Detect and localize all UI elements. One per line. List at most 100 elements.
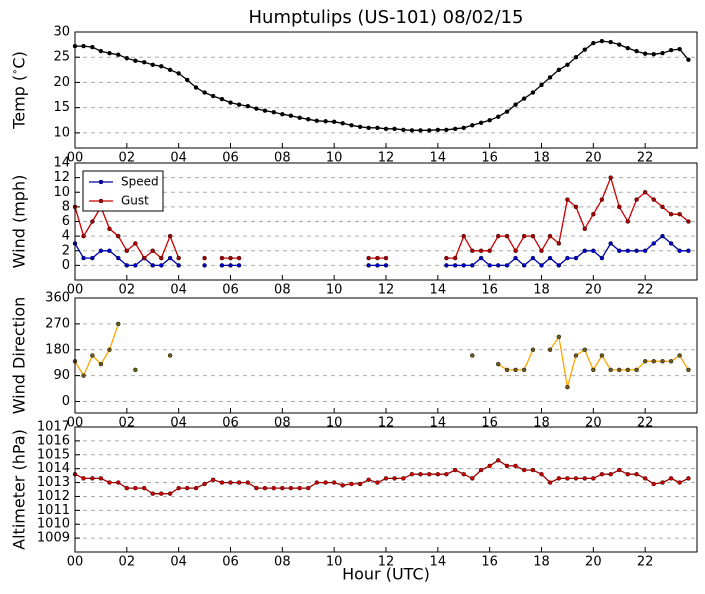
data-point [81,255,86,261]
data-point [642,248,648,253]
y-axis-label: Temp (∘C) [10,51,29,130]
data-point [297,115,302,120]
x-tick-label: 20 [585,283,602,298]
data-point [107,50,112,56]
data-point [660,233,665,239]
data-point [521,263,527,268]
data-point [271,109,276,115]
x-tick-label: 20 [585,555,602,570]
data-point [202,255,207,261]
data-point [409,472,415,477]
x-tick-label: 14 [430,151,447,166]
axes-frame [74,162,698,281]
data-point [591,248,596,253]
data-point [625,367,631,373]
data-point [107,480,112,485]
axes-frame [74,297,698,414]
data-point [314,480,320,485]
x-tick-label: 16 [481,151,498,166]
data-point [375,255,380,261]
data-point [116,321,121,327]
data-point [625,219,631,224]
x-tick-label: 22 [637,151,654,166]
data-point [383,126,389,132]
data-point [150,62,155,67]
data-point [176,485,181,491]
data-point [323,119,328,124]
data-point [297,485,302,491]
data-point [262,485,268,491]
x-tick-label: 22 [637,283,654,298]
data-point [90,219,95,224]
data-point [452,263,458,268]
data-point [556,67,562,73]
data-point [668,241,674,246]
data-point [668,47,674,53]
data-point [660,204,665,210]
data-point [668,211,674,217]
data-point [513,463,518,469]
data-point [236,480,242,485]
data-point [478,255,484,261]
data-point [556,476,562,481]
x-tick-label: 14 [430,283,447,298]
data-point [591,476,596,481]
data-point [133,58,138,63]
x-tick-label: 02 [119,555,136,570]
data-point [582,226,587,232]
x-tick-label: 18 [533,555,550,570]
data-point [591,211,596,217]
y-tick-label: 1010 [37,517,70,532]
data-point [660,50,665,56]
series-line [74,459,689,495]
data-point [504,263,510,268]
data-point [228,100,233,105]
x-tick-label: 10 [326,555,343,570]
data-point [496,361,501,367]
x-tick-label: 08 [274,555,291,570]
data-point [141,255,147,261]
data-point [461,233,466,239]
data-point [496,458,501,463]
x-tick-label: 02 [119,151,136,166]
data-point [677,480,682,485]
data-point [582,347,587,352]
data-point [254,106,259,111]
x-tick-label: 06 [222,151,239,166]
y-axis-label: Wind Direction [10,297,29,415]
y-tick-label: 10 [53,185,70,200]
data-point [228,263,233,268]
data-point [478,248,484,253]
data-point [202,263,207,268]
x-tick-label: 16 [481,283,498,298]
data-point [133,263,138,268]
y-tick-label: 1014 [37,461,70,476]
x-tick-label: 06 [222,416,239,431]
y-tick-label: 0 [62,394,70,409]
data-point [444,255,449,261]
data-point [228,255,233,261]
data-point [150,491,155,496]
data-point [504,367,510,373]
data-point [392,126,397,132]
data-point [660,359,665,364]
data-point [418,128,423,133]
data-point [409,128,415,133]
data-point [357,481,363,487]
data-point [349,123,354,128]
data-point [167,233,173,239]
data-point [167,491,173,496]
data-point [167,67,173,73]
data-point [124,56,130,61]
data-point [461,125,466,131]
data-point [487,263,492,268]
data-point [107,226,112,232]
data-point [573,55,579,60]
data-point [167,353,173,358]
data-point [167,255,173,261]
data-point [521,467,527,473]
data-point [617,467,622,473]
data-point [521,233,527,239]
data-point [236,263,242,268]
